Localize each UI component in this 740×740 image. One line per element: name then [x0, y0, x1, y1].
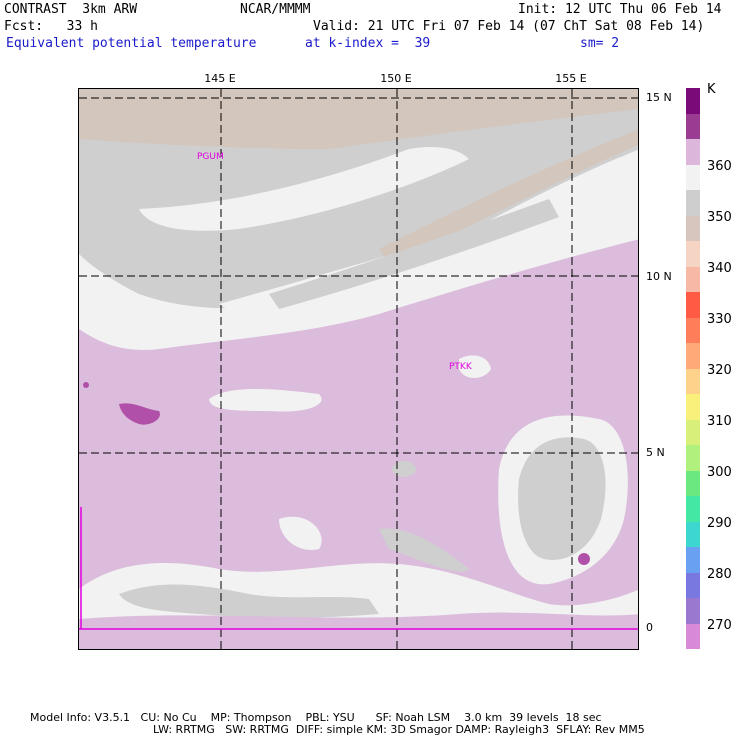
gray-streak: [269, 199, 559, 309]
tan-streak: [379, 129, 638, 264]
legend-swatch: [686, 496, 700, 522]
forecast-hour: Fcst: 33 h: [4, 19, 98, 34]
legend-label-290: 290: [707, 516, 732, 531]
legend-swatch: [686, 215, 700, 241]
legend-swatch: [686, 445, 700, 471]
model-info-line2: LW: RRTMG SW: RRTMG DIFF: simple KM: 3D …: [153, 723, 645, 736]
white-blob-1: [209, 389, 322, 412]
legend-swatch: [686, 623, 700, 649]
legend-swatch: [686, 266, 700, 292]
legend-swatch: [686, 139, 700, 165]
bottom-gray-streak: [119, 584, 379, 618]
lon-label-150: 150 E: [380, 72, 412, 85]
legend-swatch: [686, 241, 700, 267]
legend-swatch: [686, 598, 700, 624]
legend-label-270: 270: [707, 618, 732, 633]
level-index: at k-index = 39: [305, 36, 431, 51]
legend-label-330: 330: [707, 312, 732, 327]
legend-label-280: 280: [707, 567, 732, 582]
lat-label-15n: 15 N: [646, 91, 672, 104]
purple-patch-1: [119, 403, 160, 425]
tan-strip: [79, 89, 638, 149]
legend-swatch: [686, 190, 700, 216]
map-panel: PGUM PTKK: [78, 88, 639, 650]
legend-swatch: [686, 394, 700, 420]
bottom-pink: [79, 612, 638, 649]
legend-swatch: [686, 521, 700, 547]
white-blob-3: [279, 516, 322, 550]
legend-label-310: 310: [707, 414, 732, 429]
station-pgum: PGUM: [197, 152, 224, 162]
legend-swatch: [686, 547, 700, 573]
graticule: [79, 89, 638, 649]
lon-label-145: 145 E: [204, 72, 236, 85]
theta-e-field: [79, 89, 638, 649]
organization: NCAR/MMMM: [240, 2, 311, 17]
legend-swatch: [686, 292, 700, 318]
color-legend: [686, 88, 700, 649]
model-info-line1: Model Info: V3.5.1 CU: No Cu MP: Thompso…: [30, 711, 602, 724]
legend-swatch: [686, 368, 700, 394]
station-ptkk: PTKK: [449, 362, 472, 372]
field-name: Equivalent potential temperature: [6, 36, 257, 51]
legend-swatch: [686, 113, 700, 139]
lon-label-155: 155 E: [555, 72, 587, 85]
legend-swatch: [686, 572, 700, 598]
legend-unit: K: [707, 82, 716, 97]
legend-swatch: [686, 470, 700, 496]
smoothing: sm= 2: [580, 36, 620, 51]
legend-label-350: 350: [707, 210, 732, 225]
valid-time: Valid: 21 UTC Fri 07 Feb 14 (07 ChT Sat …: [313, 19, 705, 34]
purple-patch-2: [578, 553, 590, 565]
legend-label-300: 300: [707, 465, 732, 480]
model-name: CONTRAST 3km ARW: [4, 2, 138, 17]
lat-label-5n: 5 N: [646, 446, 665, 459]
legend-label-360: 360: [707, 159, 732, 174]
legend-swatch: [686, 88, 700, 114]
gray-blob-1: [379, 528, 469, 572]
se-gray-patch: [518, 437, 606, 560]
legend-label-340: 340: [707, 261, 732, 276]
legend-swatch: [686, 419, 700, 445]
lat-label-10n: 10 N: [646, 270, 672, 283]
gray-blob-2: [392, 461, 416, 477]
legend-label-320: 320: [707, 363, 732, 378]
init-time: Init: 12 UTC Thu 06 Feb 14: [518, 2, 722, 17]
white-blob-2: [459, 355, 491, 378]
legend-swatch: [686, 164, 700, 190]
legend-swatch: [686, 317, 700, 343]
purple-patch-3: [83, 382, 89, 388]
legend-swatch: [686, 343, 700, 369]
lat-label-0: 0: [646, 621, 653, 634]
